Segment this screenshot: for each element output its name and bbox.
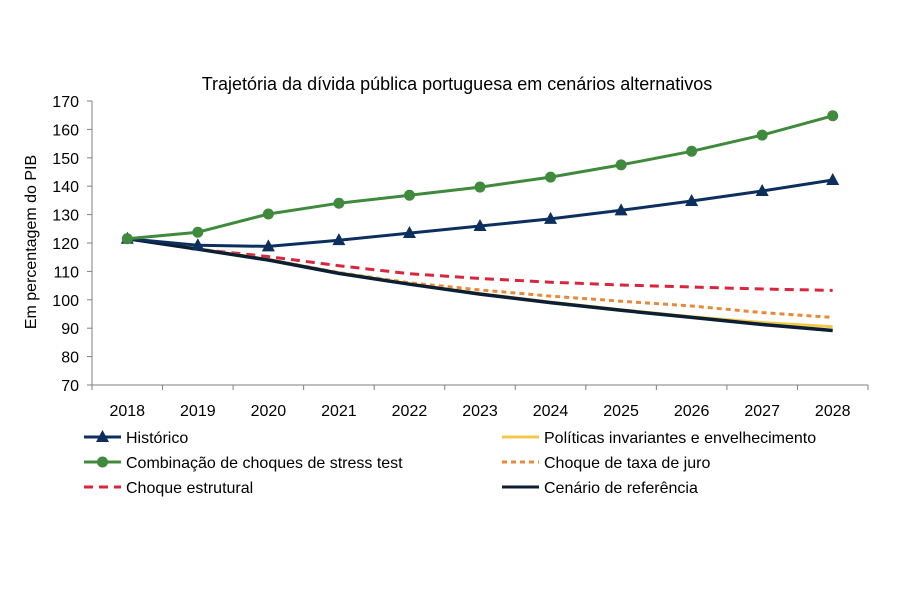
- y-tick-label: 140: [52, 179, 79, 196]
- x-tick-label: 2023: [462, 403, 498, 420]
- legend-label: Políticas invariantes e envelhecimento: [544, 430, 816, 447]
- legend-item: Combinação de choques de stress test: [84, 455, 403, 472]
- series-1: [121, 110, 839, 245]
- x-tick-label: 2018: [109, 403, 145, 420]
- y-axis-label: Em percentagem do PIB: [23, 155, 40, 329]
- series-line: [127, 236, 833, 333]
- chart-title: Trajetória da dívida pública portuguesa …: [202, 74, 713, 94]
- data-point: [402, 226, 416, 239]
- data-point: [545, 171, 557, 183]
- legend-label: Histórico: [126, 430, 188, 447]
- data-point: [473, 218, 487, 231]
- legend-marker: [96, 430, 109, 442]
- y-tick-label: 120: [52, 236, 79, 253]
- x-tick-label: 2020: [251, 403, 287, 420]
- y-tick-label: 150: [52, 151, 79, 168]
- legend-item: Histórico: [84, 430, 188, 447]
- series-5: [127, 236, 833, 333]
- x-tick-label: 2025: [603, 403, 639, 420]
- series-4: [127, 237, 833, 319]
- y-tick-label: 160: [52, 122, 79, 139]
- data-point: [192, 226, 204, 238]
- series-layer: [120, 110, 840, 333]
- data-point: [827, 110, 839, 122]
- data-point: [686, 145, 698, 157]
- data-point: [614, 203, 628, 216]
- series-line: [127, 237, 833, 319]
- legend-item: Choque de taxa de juro: [502, 455, 710, 472]
- legend-item: Choque estrutural: [84, 480, 253, 497]
- data-point: [685, 193, 699, 206]
- series-2: [127, 237, 833, 292]
- data-point: [474, 181, 486, 193]
- y-tick-label: 90: [61, 321, 79, 338]
- data-point: [615, 159, 627, 171]
- y-tick-label: 110: [53, 264, 79, 281]
- data-point: [333, 197, 345, 209]
- x-tick-label: 2019: [180, 403, 216, 420]
- series-line: [127, 237, 833, 292]
- x-tick-label: 2027: [744, 403, 780, 420]
- x-tick-label: 2021: [321, 403, 357, 420]
- x-tick-label: 2024: [533, 403, 569, 420]
- legend-label: Cenário de referência: [544, 480, 698, 497]
- data-point: [544, 211, 558, 224]
- data-point: [826, 172, 840, 185]
- plot-area: 70 80 90 100 110 120 130 140 150 160 170 2018 2019 20…: [52, 94, 869, 420]
- data-point: [756, 129, 768, 141]
- legend: Histórico Políticas invariantes e envelhe…: [84, 430, 816, 497]
- y-tick-label: 130: [52, 208, 79, 225]
- data-point: [403, 189, 415, 201]
- legend-label: Combinação de choques de stress test: [126, 455, 403, 472]
- data-point: [332, 233, 346, 246]
- x-tick-label: 2026: [674, 403, 710, 420]
- data-point: [261, 239, 275, 252]
- legend-label: Choque estrutural: [126, 480, 253, 497]
- legend-label: Choque de taxa de juro: [544, 455, 710, 472]
- data-point: [191, 238, 205, 251]
- y-tick-label: 100: [52, 293, 79, 310]
- data-point: [262, 208, 274, 220]
- legend-item: Cenário de referência: [502, 480, 698, 497]
- x-tick-label: 2022: [392, 403, 428, 420]
- y-tick-label: 70: [61, 378, 79, 395]
- legend-item: Políticas invariantes e envelhecimento: [502, 430, 816, 447]
- legend-marker: [97, 456, 108, 468]
- data-point: [755, 184, 769, 197]
- data-point: [121, 233, 133, 245]
- y-tick-label: 170: [52, 94, 79, 111]
- x-tick-label: 2028: [815, 403, 851, 420]
- y-tick-label: 80: [61, 350, 79, 367]
